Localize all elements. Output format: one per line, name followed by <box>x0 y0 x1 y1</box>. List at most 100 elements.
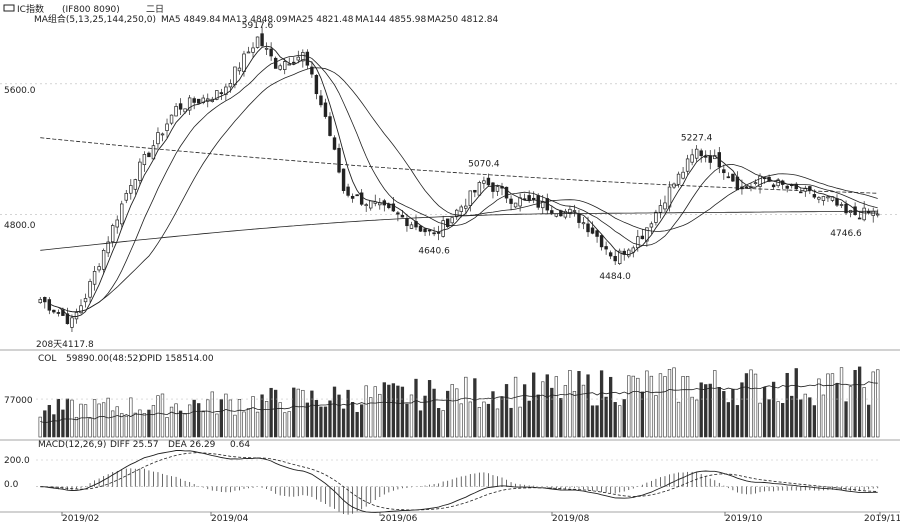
candle-body <box>269 48 273 57</box>
volume-bar <box>590 405 595 438</box>
volume-bar <box>391 383 396 438</box>
x-label-2019-02: 2019/02 <box>62 514 99 524</box>
x-label-2019-04: 2019/04 <box>211 514 249 524</box>
volume-bar <box>206 399 210 438</box>
volume-bar <box>599 370 604 438</box>
volume-bar <box>704 384 708 438</box>
volume-bar <box>790 395 794 438</box>
instrument-name: IC指数 <box>17 3 44 15</box>
candle-body <box>192 98 196 103</box>
candle-body <box>61 309 65 316</box>
volume-bar <box>867 404 871 438</box>
candle-body <box>608 252 613 257</box>
volume-bar <box>278 402 282 438</box>
candle-body <box>604 246 608 250</box>
candle-body <box>251 47 255 53</box>
main-header: IC指数 (IF800 8090) 二日 MA组合(5,13,25,144,25… <box>3 3 498 25</box>
volume-bar <box>441 410 445 438</box>
candle-body <box>694 148 699 159</box>
volume-bar <box>165 417 169 438</box>
macd-diff: DIFF 25.57 <box>110 440 159 450</box>
volume-bar <box>735 405 740 438</box>
candle-body <box>74 312 79 320</box>
volume-bar <box>418 410 423 438</box>
candle-body <box>658 205 663 213</box>
candle-body <box>645 227 649 242</box>
annotation-low-4746: 4746.6 <box>830 229 862 239</box>
volume-bar <box>695 399 699 438</box>
volume-bar <box>337 394 341 438</box>
volume-tick: 77000 <box>4 396 33 406</box>
volume-bar <box>147 409 151 438</box>
volume-bar <box>160 393 165 438</box>
volume-bar <box>341 408 346 438</box>
volume-bar <box>310 390 314 438</box>
volume-bar <box>830 373 835 438</box>
candle-body <box>631 247 635 253</box>
volume-bar <box>504 384 509 438</box>
volume-bar <box>771 381 776 438</box>
volume-bar <box>215 413 219 438</box>
candle-body <box>219 92 224 95</box>
volume-bar <box>364 385 368 438</box>
candle-body <box>138 161 142 181</box>
candle-body <box>287 63 291 66</box>
candle-body <box>328 116 332 136</box>
volume-bar <box>274 389 278 438</box>
volume-bar <box>640 391 644 438</box>
ma5-line <box>49 45 878 317</box>
candle-body <box>350 195 355 199</box>
volume-bar <box>722 391 726 438</box>
ma5-value: MA5 4849.84 <box>161 15 221 25</box>
price-tick-4800: 4800.0 <box>4 221 36 231</box>
volume-bar <box>667 369 672 438</box>
candle-body <box>283 61 287 70</box>
volume-bar <box>853 370 857 438</box>
volume-bar <box>296 388 300 438</box>
candle-body <box>332 137 337 150</box>
macd-title: MACD(12,26,9) <box>38 440 106 450</box>
volume-bar <box>839 367 844 438</box>
candle-body <box>169 114 174 124</box>
candle-body <box>550 210 554 214</box>
candle-body <box>296 56 301 61</box>
volume-bar <box>532 372 536 438</box>
candle-body <box>590 227 595 234</box>
volume-bar <box>319 406 323 438</box>
candle-body <box>273 57 278 69</box>
candle-body <box>228 83 233 88</box>
candle-body <box>355 194 359 197</box>
volume-bar <box>246 408 251 438</box>
candle-body <box>432 232 436 235</box>
volume-bar <box>808 397 812 438</box>
volume-bar <box>482 401 486 438</box>
volume-bar <box>88 417 92 438</box>
candle-body <box>301 52 305 62</box>
volume-bar <box>378 393 382 438</box>
volume-bar <box>563 385 568 438</box>
candle-body <box>187 97 192 111</box>
volume-bar <box>876 369 880 438</box>
volume-bar <box>595 405 599 438</box>
volume-bar <box>43 410 47 438</box>
macd-value: 0.64 <box>230 440 250 450</box>
period-label[interactable]: 二日 <box>146 4 164 15</box>
candle-body <box>237 67 242 72</box>
candle-body <box>305 51 310 66</box>
candle-body <box>178 103 183 110</box>
candle-body <box>586 223 590 233</box>
candle-body <box>785 185 789 189</box>
volume-bar <box>432 388 436 438</box>
volume-bar <box>690 396 694 438</box>
candle-body <box>310 66 314 75</box>
candle-body <box>826 196 830 199</box>
candle-body <box>482 180 486 184</box>
volume-bar <box>292 387 296 438</box>
candle-body <box>233 66 237 86</box>
candle-body <box>323 102 328 117</box>
candle-body <box>627 249 631 257</box>
volume-bar <box>753 373 758 438</box>
x-label-2019-08: 2019/08 <box>552 514 590 524</box>
volume-bar <box>120 413 124 438</box>
candle-body <box>464 205 468 209</box>
